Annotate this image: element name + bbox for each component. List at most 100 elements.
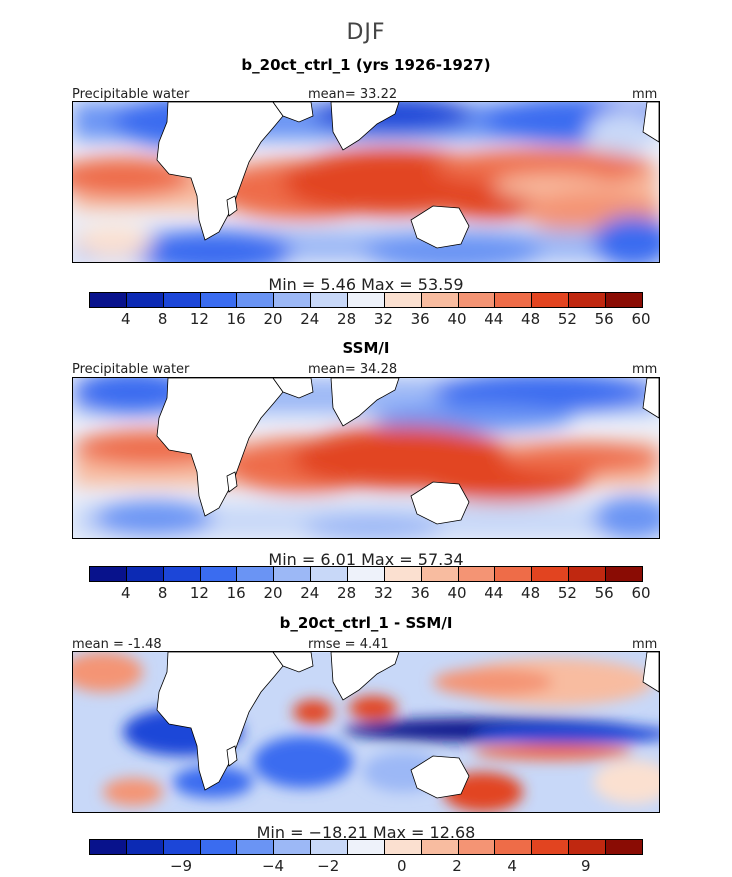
- colorbar-swatch: [90, 840, 127, 854]
- colorbar-swatch: [163, 567, 201, 581]
- colorbar-tick-label: 20: [263, 584, 283, 602]
- colorbar-tick-label: 8: [157, 310, 168, 328]
- colorbar-swatch: [126, 293, 164, 307]
- colorbar-swatch: [421, 567, 459, 581]
- colorbar-swatch: [200, 567, 238, 581]
- colorbar-tick-label: 52: [557, 310, 577, 328]
- colorbar-swatch: [163, 293, 201, 307]
- colorbar-swatch: [458, 567, 496, 581]
- colorbar-swatch: [200, 840, 238, 854]
- colorbar-swatch: [237, 293, 275, 307]
- colorbar-swatch: [384, 293, 422, 307]
- panel-2-mean-label: mean= 34.28: [308, 362, 398, 377]
- colorbar-tick-label: 52: [557, 584, 577, 602]
- colorbar-swatch: [569, 840, 607, 854]
- panel-1-map: [72, 101, 660, 263]
- colorbar-swatch: [606, 840, 642, 854]
- panel-2-minmax: Min = 6.01 Max = 57.34: [268, 550, 464, 569]
- colorbar-tick-label: 36: [410, 584, 430, 602]
- colorbar-tick-label: 20: [263, 310, 283, 328]
- colorbar-swatch: [311, 840, 349, 854]
- panel-3-rmse-label: rmse = 4.41: [308, 637, 389, 652]
- colorbar-swatch: [237, 567, 275, 581]
- colorbar-swatch: [384, 567, 422, 581]
- colorbar-swatch: [384, 840, 422, 854]
- colorbar-tick-label: 12: [189, 584, 209, 602]
- colorbar-tick-label: 28: [337, 310, 357, 328]
- colorbar-tick-label: 60: [631, 584, 651, 602]
- colorbar-swatch: [532, 293, 570, 307]
- panel-1-mean-label: mean= 33.22: [308, 87, 398, 102]
- panel-1-variable-label: Precipitable water: [72, 87, 190, 102]
- colorbar-tick-label: 24: [300, 584, 320, 602]
- colorbar-tick-label: 24: [300, 310, 320, 328]
- colorbar-tick-label: 16: [226, 310, 246, 328]
- colorbar-tick-label: −4: [261, 857, 285, 875]
- colorbar-swatch: [495, 293, 533, 307]
- colorbar-swatch: [274, 293, 312, 307]
- colorbar-swatch: [126, 567, 164, 581]
- colorbar-tick-label: 12: [189, 310, 209, 328]
- colorbar-swatch: [274, 567, 312, 581]
- colorbar-tick-label: 40: [447, 310, 467, 328]
- panel-1-minmax: Min = 5.46 Max = 53.59: [268, 275, 464, 294]
- colorbar-swatch: [348, 293, 385, 307]
- colorbar-tick-label: 9: [581, 857, 591, 875]
- colorbar-tick-label: 44: [484, 584, 504, 602]
- colorbar-tick-label: 32: [373, 310, 393, 328]
- colorbar-tick-label: 44: [484, 310, 504, 328]
- colorbar-tick-label: 36: [410, 310, 430, 328]
- colorbar-tick-label: 0: [397, 857, 407, 875]
- colorbar-swatch: [274, 840, 312, 854]
- colorbar-swatch: [126, 840, 164, 854]
- colorbar-swatch: [90, 567, 127, 581]
- colorbar-tick-label: 56: [594, 584, 614, 602]
- colorbar-tick-label: 32: [373, 584, 393, 602]
- panel-2-map: [72, 377, 660, 539]
- figure-title: DJF: [346, 20, 386, 45]
- colorbar-tick-label: 28: [337, 584, 357, 602]
- colorbar-tick-label: 56: [594, 310, 614, 328]
- colorbar-swatch: [311, 293, 349, 307]
- panel-2-variable-label: Precipitable water: [72, 362, 190, 377]
- panel-1-units-label: mm: [632, 87, 658, 102]
- colorbar-swatch: [532, 840, 570, 854]
- colorbar-swatch: [495, 567, 533, 581]
- colorbar-swatch: [532, 567, 570, 581]
- panel-1-colorbar: [89, 292, 643, 308]
- colorbar-swatch: [569, 293, 607, 307]
- panel-2-units-label: mm: [632, 362, 658, 377]
- colorbar-tick-label: 4: [507, 857, 517, 875]
- colorbar-swatch: [606, 567, 642, 581]
- panel-1-title: b_20ct_ctrl_1 (yrs 1926-1927): [241, 56, 491, 74]
- panel-2-title: SSM/I: [342, 339, 390, 357]
- colorbar-tick-label: 60: [631, 310, 651, 328]
- colorbar-tick-label: 8: [157, 584, 168, 602]
- panel-3-minmax: Min = −18.21 Max = 12.68: [256, 823, 476, 842]
- colorbar-tick-label: 48: [521, 584, 541, 602]
- colorbar-tick-label: 4: [121, 310, 131, 328]
- colorbar-swatch: [311, 567, 349, 581]
- panel-3-colorbar: [89, 839, 643, 855]
- colorbar-swatch: [458, 840, 496, 854]
- colorbar-tick-label: 40: [447, 584, 467, 602]
- colorbar-swatch: [606, 293, 642, 307]
- colorbar-swatch: [200, 293, 238, 307]
- colorbar-swatch: [163, 840, 201, 854]
- panel-3-title: b_20ct_ctrl_1 - SSM/I: [279, 614, 453, 632]
- colorbar-tick-label: 48: [521, 310, 541, 328]
- colorbar-swatch: [348, 567, 385, 581]
- colorbar-tick-label: −2: [317, 857, 340, 875]
- colorbar-tick-label: 16: [226, 584, 246, 602]
- colorbar-swatch: [237, 840, 275, 854]
- panel-2-colorbar: [89, 566, 643, 582]
- colorbar-tick-label: −9: [169, 857, 193, 875]
- colorbar-tick-label: 2: [452, 857, 462, 875]
- colorbar-swatch: [458, 293, 496, 307]
- panel-3-units-label: mm: [632, 637, 658, 652]
- panel-3-mean-label: mean = -1.48: [72, 637, 162, 652]
- colorbar-swatch: [90, 293, 127, 307]
- panel-3-map: [72, 651, 660, 813]
- colorbar-swatch: [348, 840, 385, 854]
- colorbar-swatch: [495, 840, 533, 854]
